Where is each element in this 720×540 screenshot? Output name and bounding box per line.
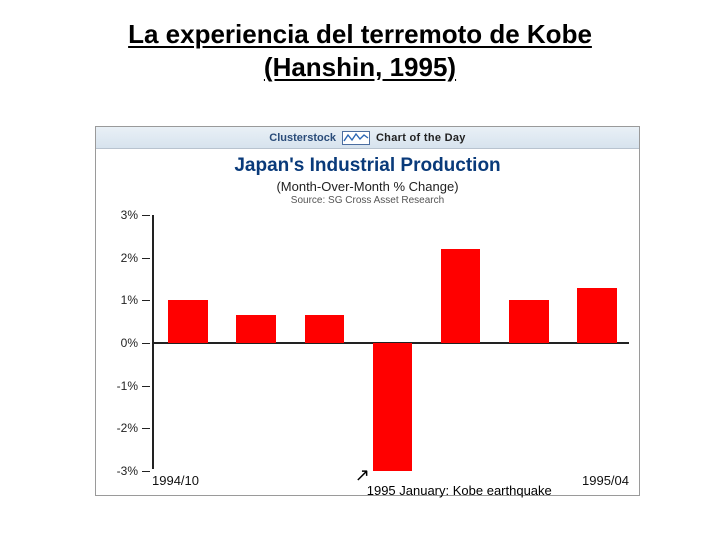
y-tick-mark bbox=[142, 215, 150, 216]
y-tick-mark bbox=[142, 258, 150, 259]
x-axis-labels: 1994/10 1995/04 bbox=[152, 473, 629, 491]
x-label-start: 1994/10 bbox=[152, 473, 199, 488]
bar bbox=[305, 315, 345, 343]
plot-area: 3%2%1%0%-1%-2%-3% ↗1995 January: Kobe ea… bbox=[96, 215, 639, 495]
chart-header: Clusterstock Chart of the Day bbox=[96, 127, 639, 149]
y-tick-label: -3% bbox=[117, 464, 138, 478]
chart-titles: Japan's Industrial Production (Month-Ove… bbox=[96, 155, 639, 206]
bar bbox=[509, 300, 549, 343]
y-tick-mark bbox=[142, 386, 150, 387]
chart-card: Clusterstock Chart of the Day Japan's In… bbox=[95, 126, 640, 496]
y-tick-mark bbox=[142, 300, 150, 301]
bar bbox=[441, 249, 481, 343]
y-tick-mark bbox=[142, 343, 150, 344]
y-tick-label: -1% bbox=[117, 379, 138, 393]
y-axis: 3%2%1%0%-1%-2%-3% bbox=[96, 215, 152, 469]
header-brand-right: Chart of the Day bbox=[376, 132, 466, 144]
chart-source: Source: SG Cross Asset Research bbox=[96, 195, 639, 206]
slide-title: La experiencia del terremoto de Kobe (Ha… bbox=[0, 0, 720, 83]
bar bbox=[373, 343, 413, 471]
chart-subtitle: (Month-Over-Month % Change) bbox=[96, 179, 639, 194]
bar bbox=[168, 300, 208, 343]
bar bbox=[236, 315, 276, 343]
y-tick-label: 3% bbox=[121, 208, 138, 222]
slide-title-line2: (Hanshin, 1995) bbox=[0, 51, 720, 84]
y-tick-label: -2% bbox=[117, 421, 138, 435]
y-tick-label: 0% bbox=[121, 336, 138, 350]
header-brand-left: Clusterstock bbox=[269, 132, 336, 144]
y-tick-label: 1% bbox=[121, 293, 138, 307]
bar bbox=[577, 288, 617, 343]
chart-title: Japan's Industrial Production bbox=[96, 155, 639, 177]
x-label-end: 1995/04 bbox=[582, 473, 629, 488]
plot: ↗1995 January: Kobe earthquake bbox=[152, 215, 629, 469]
slide-title-line1: La experiencia del terremoto de Kobe bbox=[0, 18, 720, 51]
y-tick-label: 2% bbox=[121, 251, 138, 265]
y-tick-mark bbox=[142, 428, 150, 429]
zigzag-chart-icon bbox=[342, 131, 370, 145]
y-tick-mark bbox=[142, 471, 150, 472]
